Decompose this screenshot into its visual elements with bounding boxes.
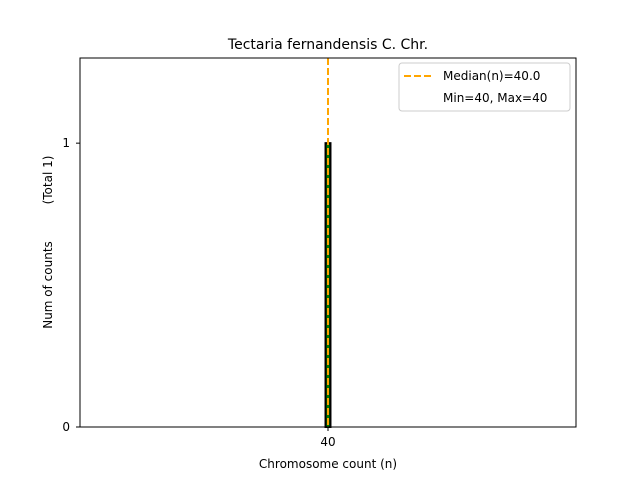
legend: Median(n)=40.0 Min=40, Max=40 bbox=[398, 62, 571, 112]
y-tick-label: 1 bbox=[62, 136, 70, 150]
y-axis: 01 bbox=[62, 136, 80, 434]
chart-title: Tectaria fernandensis C. Chr. bbox=[227, 37, 428, 53]
y-axis-label: Num of counts bbox=[41, 241, 55, 329]
x-axis-label: Chromosome count (n) bbox=[259, 457, 397, 471]
legend-median-label: Median(n)=40.0 bbox=[443, 69, 540, 83]
y-tick-label: 0 bbox=[62, 420, 70, 434]
plot-area bbox=[324, 58, 332, 428]
legend-box bbox=[398, 62, 571, 112]
legend-minmax-label: Min=40, Max=40 bbox=[443, 91, 547, 105]
y-axis-total-label: (Total 1) bbox=[41, 156, 55, 205]
x-tick-label: 40 bbox=[320, 435, 335, 449]
x-axis: 40 bbox=[320, 427, 336, 449]
